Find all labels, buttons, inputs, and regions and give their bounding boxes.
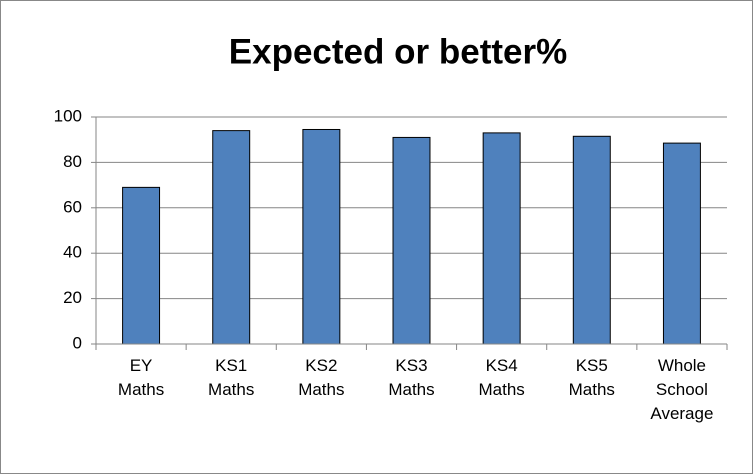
y-tick-label: 0 [73, 333, 82, 352]
y-tick-label: 20 [63, 288, 82, 307]
y-tick-label: 40 [63, 243, 82, 262]
x-tick-label: KS4 Maths [478, 356, 525, 399]
x-tick-label: KS1 Maths [208, 356, 255, 399]
x-tick-label: EY Maths [117, 356, 165, 399]
chart-title: Expected or better% [229, 32, 567, 71]
bar [572, 135, 611, 345]
y-tick-label: 80 [63, 152, 82, 171]
bar [392, 136, 431, 345]
x-tick-label: Whole School Average [650, 356, 714, 423]
bar [302, 128, 341, 345]
bar [212, 130, 251, 345]
bar [482, 132, 521, 345]
bar [122, 186, 161, 345]
x-tick-label: KS5 Maths [568, 356, 615, 399]
y-tick-label: 100 [54, 106, 82, 125]
x-tick-label: KS2 Maths [298, 356, 345, 399]
bar [662, 142, 701, 345]
x-tick-label: KS3 Maths [388, 356, 435, 399]
y-tick-label: 60 [63, 197, 82, 216]
